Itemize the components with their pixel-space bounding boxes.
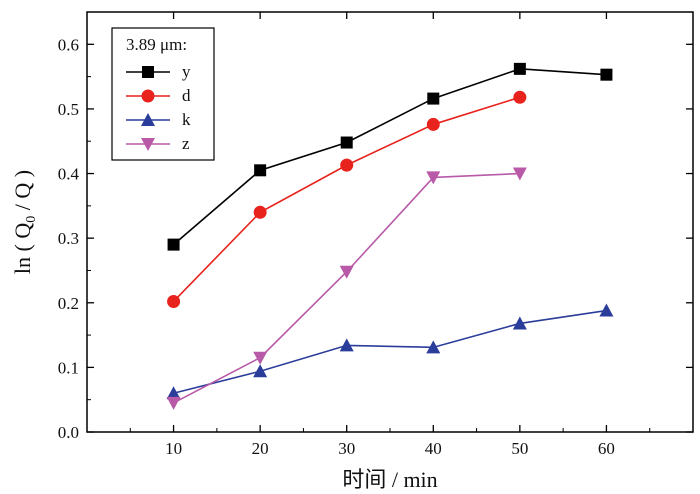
axis-ticks: 10 20 30 40 50 60 0.0 0.1 0.2 0.3 0.4 0.5 0.6 — [58, 11, 693, 458]
x-tick-label: 10 — [165, 439, 182, 458]
y-tick-label: 0.3 — [58, 229, 79, 248]
legend-label-d: d — [182, 86, 191, 105]
data-point-y — [167, 238, 180, 251]
series-line-k — [173, 309, 607, 395]
legend-title: 3.89 μm: — [126, 35, 187, 54]
series-line-z — [173, 172, 520, 404]
y-tick-label: 0.6 — [58, 35, 79, 54]
series-d — [167, 90, 527, 308]
series-line-y — [173, 68, 607, 246]
series-group — [166, 62, 614, 410]
data-point-k — [166, 386, 181, 400]
y-tick-label: 0.5 — [58, 100, 79, 119]
data-point-d — [426, 117, 440, 131]
y-tick-label: 0.1 — [58, 358, 79, 377]
legend-marker-k — [141, 113, 155, 126]
legend-marker-y — [142, 66, 154, 78]
x-tick-label: 20 — [252, 439, 269, 458]
x-tick-label: 30 — [338, 439, 355, 458]
data-point-z — [426, 171, 441, 185]
y-tick-label: 0.4 — [58, 165, 80, 184]
data-point-d — [253, 205, 267, 219]
data-point-y — [513, 62, 526, 75]
data-point-k — [426, 340, 441, 354]
y-axis-label: ln ( Q0 / Q ) — [10, 170, 39, 274]
legend-label-k: k — [182, 110, 191, 129]
series-z — [166, 167, 527, 410]
x-axis-label: 时间 / min — [342, 467, 437, 492]
data-point-z — [166, 396, 181, 410]
data-point-k — [339, 338, 354, 352]
series-y — [167, 62, 613, 251]
data-point-k — [599, 303, 614, 317]
data-point-y — [600, 68, 613, 81]
data-point-z — [339, 265, 354, 279]
x-tick-label: 50 — [511, 439, 528, 458]
data-point-d — [167, 294, 181, 308]
data-point-d — [340, 158, 354, 172]
data-point-k — [253, 364, 268, 378]
legend-label-z: z — [182, 134, 190, 153]
x-tick-label: 60 — [598, 439, 615, 458]
data-point-y — [254, 164, 267, 177]
y-axis-label-suffix: / Q ) — [10, 170, 35, 216]
data-point-z — [512, 167, 527, 181]
data-point-k — [512, 316, 527, 330]
data-point-y — [427, 92, 440, 105]
y-axis-label-subscript: 0 — [24, 216, 39, 223]
x-tick-label: 40 — [425, 439, 442, 458]
legend-box — [111, 27, 215, 161]
legend-label-y: y — [182, 62, 191, 81]
y-tick-label: 0.0 — [58, 423, 79, 442]
data-point-z — [253, 351, 268, 365]
legend-marker-z — [141, 138, 155, 151]
data-point-d — [513, 90, 527, 104]
y-tick-label: 0.2 — [58, 294, 79, 313]
data-point-y — [340, 136, 353, 149]
y-axis-label-prefix: ln ( Q — [10, 223, 35, 274]
legend-marker-d — [141, 89, 155, 103]
series-k — [166, 303, 614, 400]
